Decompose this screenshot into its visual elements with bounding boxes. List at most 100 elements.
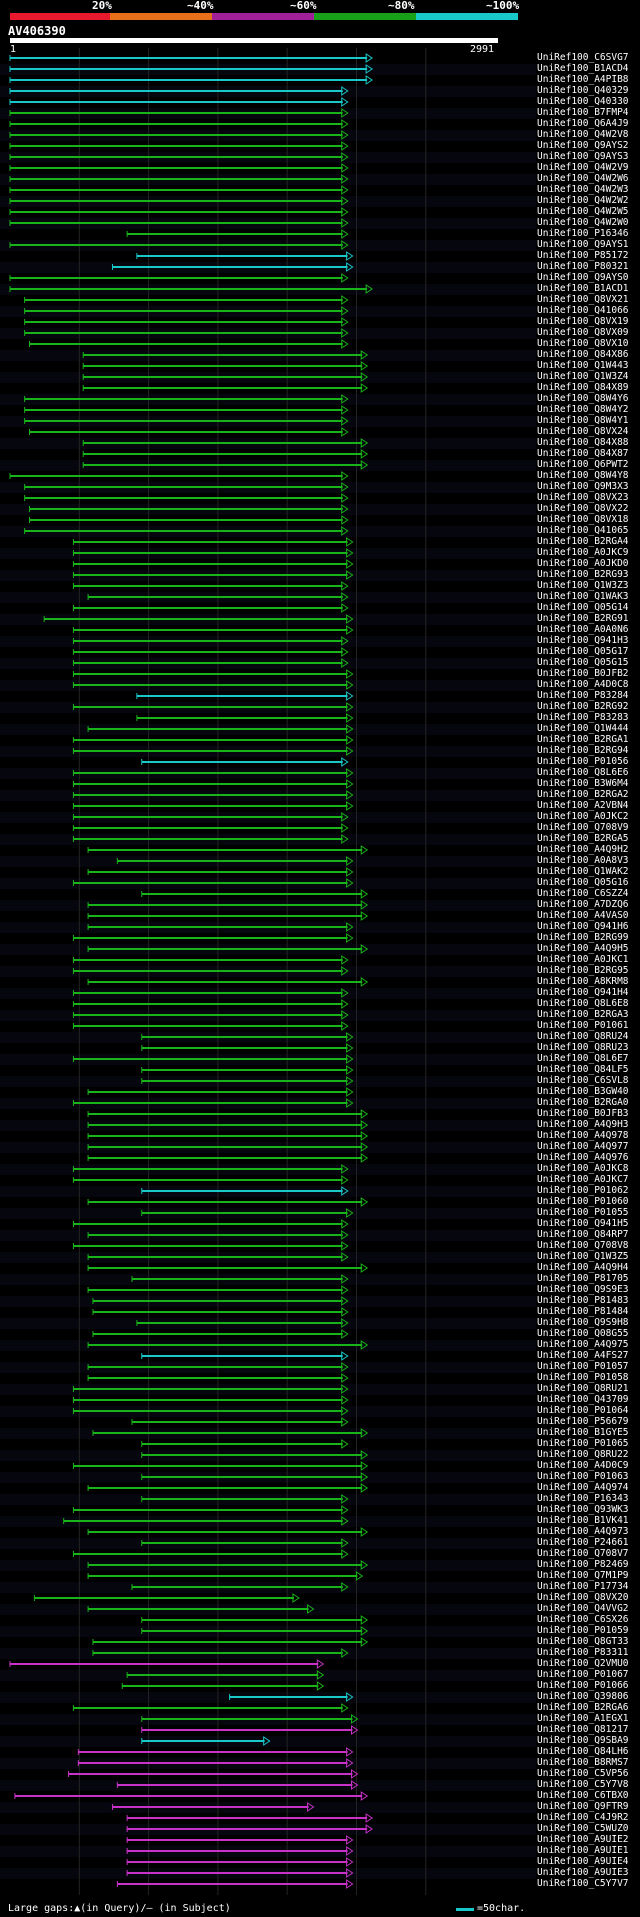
hit-label[interactable]: UniRef100_Q941H5 [537, 1218, 629, 1229]
hit-label[interactable]: UniRef100_A9UIE4 [537, 1856, 629, 1867]
hit-label[interactable]: UniRef100_A4D0C9 [537, 1460, 629, 1471]
hit-label[interactable]: UniRef100_Q1W3Z5 [537, 1251, 629, 1262]
hit-label[interactable]: UniRef100_P01064 [537, 1405, 629, 1416]
hit-label[interactable]: UniRef100_Q84X86 [537, 349, 629, 360]
hit-label[interactable]: UniRef100_C5WUZ0 [537, 1823, 629, 1834]
hit-label[interactable]: UniRef100_Q43709 [537, 1394, 629, 1405]
hit-label[interactable]: UniRef100_Q8RU23 [537, 1042, 629, 1053]
hit-label[interactable]: UniRef100_Q941H3 [537, 635, 629, 646]
hit-label[interactable]: UniRef100_P82469 [537, 1559, 629, 1570]
hit-label[interactable]: UniRef100_P01055 [537, 1207, 629, 1218]
hit-label[interactable]: UniRef100_Q9S9H8 [537, 1317, 629, 1328]
hit-label[interactable]: UniRef100_B1GYE5 [537, 1427, 629, 1438]
hit-label[interactable]: UniRef100_P01065 [537, 1438, 629, 1449]
hit-label[interactable]: UniRef100_Q84LH6 [537, 1746, 629, 1757]
hit-label[interactable]: UniRef100_Q41066 [537, 305, 629, 316]
hit-label[interactable]: UniRef100_Q9AYS2 [537, 140, 629, 151]
hit-label[interactable]: UniRef100_Q708V7 [537, 1548, 629, 1559]
hit-label[interactable]: UniRef100_A9UIE1 [537, 1845, 629, 1856]
hit-label[interactable]: UniRef100_P81705 [537, 1273, 629, 1284]
hit-label[interactable]: UniRef100_Q8VX09 [537, 327, 629, 338]
hit-label[interactable]: UniRef100_P01058 [537, 1372, 629, 1383]
hit-label[interactable]: UniRef100_B0JFB2 [537, 668, 629, 679]
hit-label[interactable]: UniRef100_Q4W2W6 [537, 173, 629, 184]
hit-label[interactable]: UniRef100_Q40329 [537, 85, 629, 96]
hit-label[interactable]: UniRef100_A0JKC2 [537, 811, 629, 822]
hit-label[interactable]: UniRef100_A4Q978 [537, 1130, 629, 1141]
hit-label[interactable]: UniRef100_Q8W4Y8 [537, 470, 629, 481]
hit-label[interactable]: UniRef100_B0JFB3 [537, 1108, 629, 1119]
hit-label[interactable]: UniRef100_Q05G14 [537, 602, 629, 613]
hit-label[interactable]: UniRef100_B2RGA2 [537, 789, 629, 800]
hit-label[interactable]: UniRef100_A9UIE2 [537, 1834, 629, 1845]
hit-label[interactable]: UniRef100_P01066 [537, 1680, 629, 1691]
hit-label[interactable]: UniRef100_Q8VX24 [537, 426, 629, 437]
hit-label[interactable]: UniRef100_P81484 [537, 1306, 629, 1317]
hit-label[interactable]: UniRef100_Q93WK3 [537, 1504, 629, 1515]
hit-label[interactable]: UniRef100_Q8VX21 [537, 294, 629, 305]
hit-label[interactable]: UniRef100_P83284 [537, 690, 629, 701]
hit-label[interactable]: UniRef100_Q941H6 [537, 921, 629, 932]
hit-label[interactable]: UniRef100_Q05G16 [537, 877, 629, 888]
hit-label[interactable]: UniRef100_C6SVL8 [537, 1075, 629, 1086]
hit-label[interactable]: UniRef100_Q81217 [537, 1724, 629, 1735]
hit-label[interactable]: UniRef100_B2RG94 [537, 745, 629, 756]
hit-label[interactable]: UniRef100_A4Q9H4 [537, 1262, 629, 1273]
hit-label[interactable]: UniRef100_B7FMP4 [537, 107, 629, 118]
hit-label[interactable]: UniRef100_Q1WAK3 [537, 591, 629, 602]
hit-label[interactable]: UniRef100_Q8VX19 [537, 316, 629, 327]
hit-label[interactable]: UniRef100_A0JKC7 [537, 1174, 629, 1185]
hit-label[interactable]: UniRef100_P01061 [537, 1020, 629, 1031]
hit-label[interactable]: UniRef100_A4FS27 [537, 1350, 629, 1361]
hit-label[interactable]: UniRef100_B2RG93 [537, 569, 629, 580]
hit-label[interactable]: UniRef100_Q8VX22 [537, 503, 629, 514]
hit-label[interactable]: UniRef100_A0A8V3 [537, 855, 629, 866]
hit-label[interactable]: UniRef100_Q1W3Z3 [537, 580, 629, 591]
hit-label[interactable]: UniRef100_P01060 [537, 1196, 629, 1207]
hit-label[interactable]: UniRef100_A4Q973 [537, 1526, 629, 1537]
hit-label[interactable]: UniRef100_A9UIE3 [537, 1867, 629, 1878]
hit-label[interactable]: UniRef100_P16346 [537, 228, 629, 239]
hit-label[interactable]: UniRef100_Q84X89 [537, 382, 629, 393]
hit-label[interactable]: UniRef100_Q8RU22 [537, 1449, 629, 1460]
hit-label[interactable]: UniRef100_P01062 [537, 1185, 629, 1196]
hit-label[interactable]: UniRef100_Q9M3X3 [537, 481, 629, 492]
hit-label[interactable]: UniRef100_A4Q975 [537, 1339, 629, 1350]
hit-label[interactable]: UniRef100_A8KRM8 [537, 976, 629, 987]
hit-label[interactable]: UniRef100_Q9AYS1 [537, 239, 629, 250]
hit-label[interactable]: UniRef100_Q4W2W5 [537, 206, 629, 217]
hit-label[interactable]: UniRef100_C6TBX0 [537, 1790, 629, 1801]
hit-label[interactable]: UniRef100_Q84X87 [537, 448, 629, 459]
hit-label[interactable]: UniRef100_Q39806 [537, 1691, 629, 1702]
hit-label[interactable]: UniRef100_B1VK41 [537, 1515, 629, 1526]
hit-label[interactable]: UniRef100_B2RG95 [537, 965, 629, 976]
hit-label[interactable]: UniRef100_Q4W2V9 [537, 162, 629, 173]
hit-label[interactable]: UniRef100_Q1W443 [537, 360, 629, 371]
hit-label[interactable]: UniRef100_B3GW40 [537, 1086, 629, 1097]
hit-label[interactable]: UniRef100_A0A0N6 [537, 624, 629, 635]
hit-label[interactable]: UniRef100_Q8W4Y2 [537, 404, 629, 415]
hit-label[interactable]: UniRef100_Q4VVG2 [537, 1603, 629, 1614]
hit-label[interactable]: UniRef100_C6SZZ4 [537, 888, 629, 899]
hit-label[interactable]: UniRef100_Q84X88 [537, 437, 629, 448]
hit-label[interactable]: UniRef100_Q7M1P9 [537, 1570, 629, 1581]
hit-label[interactable]: UniRef100_A0JKD0 [537, 558, 629, 569]
hit-label[interactable]: UniRef100_Q708V8 [537, 1240, 629, 1251]
hit-label[interactable]: UniRef100_A4Q977 [537, 1141, 629, 1152]
hit-label[interactable]: UniRef100_B2RGA1 [537, 734, 629, 745]
hit-label[interactable]: UniRef100_B8RMS7 [537, 1757, 629, 1768]
hit-label[interactable]: UniRef100_Q8W4Y1 [537, 415, 629, 426]
hit-label[interactable]: UniRef100_Q9S9E3 [537, 1284, 629, 1295]
hit-label[interactable]: UniRef100_Q4W2W0 [537, 217, 629, 228]
hit-label[interactable]: UniRef100_B1ACD4 [537, 63, 629, 74]
hit-label[interactable]: UniRef100_P16343 [537, 1493, 629, 1504]
hit-label[interactable]: UniRef100_Q84RP7 [537, 1229, 629, 1240]
hit-label[interactable]: UniRef100_A4D0C8 [537, 679, 629, 690]
hit-label[interactable]: UniRef100_B2RG91 [537, 613, 629, 624]
hit-label[interactable]: UniRef100_Q9AYS3 [537, 151, 629, 162]
hit-label[interactable]: UniRef100_P81483 [537, 1295, 629, 1306]
hit-label[interactable]: UniRef100_P83311 [537, 1647, 629, 1658]
hit-label[interactable]: UniRef100_Q1W3Z4 [537, 371, 629, 382]
hit-label[interactable]: UniRef100_Q41065 [537, 525, 629, 536]
hit-label[interactable]: UniRef100_C5VP56 [537, 1768, 629, 1779]
